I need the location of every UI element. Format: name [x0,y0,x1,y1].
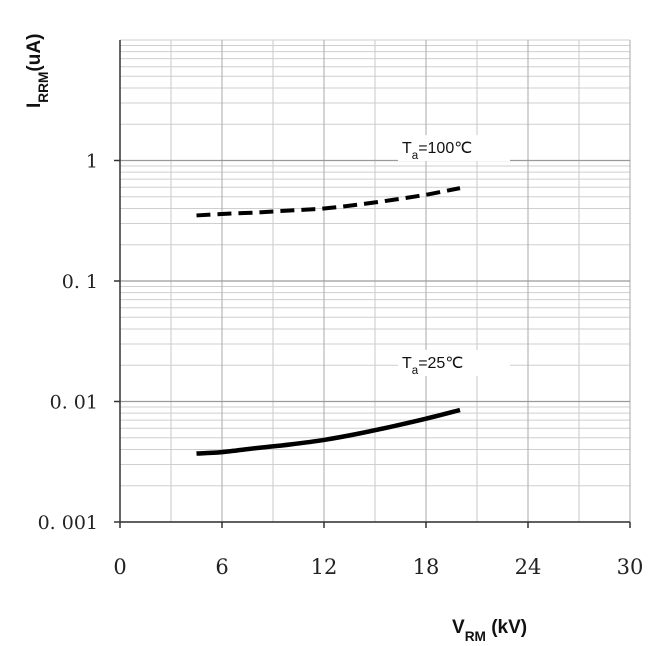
tick-labels: 0. 001 0. 01 0. 1 1 0 6 12 18 24 30 [38,151,644,580]
series-line [196,186,461,218]
x-tick-label: 18 [413,555,440,579]
y-tick-label: 1 [86,151,98,173]
y-axis-title: IRRM(uA) [24,34,51,108]
y-tick-label: 0. 01 [50,392,98,414]
series-label: Ta=100℃ [402,140,472,162]
series-line [196,407,461,456]
series-label-bg [398,135,510,162]
x-axis-title: VRM (kV) [452,617,527,644]
series-labels: Ta=100℃ Ta=25℃ [398,135,510,377]
x-tick-label: 24 [515,555,542,579]
x-tick-label: 0 [113,555,126,579]
series-lines [196,186,461,456]
series-label: Ta=25℃ [402,355,463,377]
minor-gridlines [120,39,630,522]
axes [114,40,631,528]
y-tick-label: 0. 1 [62,271,98,293]
x-tick-label: 30 [617,555,644,579]
y-tick-label: 0. 001 [38,512,98,534]
series-label-bg [398,350,510,377]
x-tick-label: 12 [311,555,338,579]
axis-titles: VRM (kV) IRRM(uA) [24,34,527,644]
x-tick-label: 6 [215,555,228,579]
